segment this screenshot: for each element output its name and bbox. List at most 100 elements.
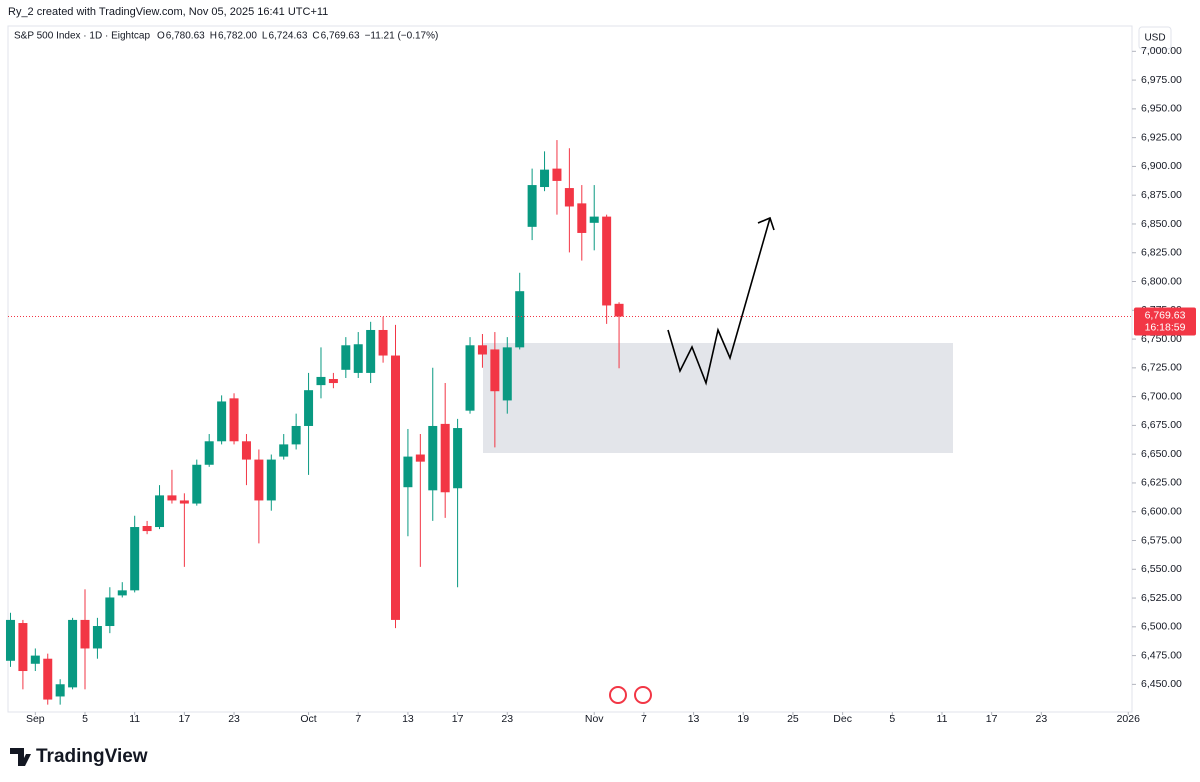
candle-body <box>179 500 189 504</box>
ohlc-legend: O 6,780.63 H 6,782.00 L 6,724.63 C 6,769.63 −11.… <box>157 31 438 42</box>
x-tick-label: 17 <box>986 713 998 725</box>
ohlc-value: 6,769.63 <box>321 31 360 42</box>
candle-body <box>80 619 90 649</box>
y-tick-label: 6,500.00 <box>1141 621 1182 633</box>
arrow-head <box>757 216 775 231</box>
candle-body <box>254 459 264 501</box>
candle-body <box>378 329 388 356</box>
last-price-label: 6,769.63 <box>1145 309 1186 321</box>
candle-body <box>316 376 326 386</box>
countdown: 16:18:59 <box>1145 321 1186 333</box>
symbol: S&P 500 Index · 1D · Eightcap <box>14 31 150 42</box>
candle-body <box>5 619 15 661</box>
x-tick-label: Dec <box>833 713 852 725</box>
ohlc-letter: L <box>262 31 268 42</box>
candle-body <box>428 425 438 491</box>
logo-icon <box>10 748 31 766</box>
y-tick-label: 6,750.00 <box>1141 333 1182 345</box>
y-tick-label: 6,875.00 <box>1141 189 1182 201</box>
candle-body <box>279 444 289 457</box>
y-tick-label: 6,725.00 <box>1141 362 1182 374</box>
y-tick-label: 6,700.00 <box>1141 390 1182 402</box>
y-tick-label: 6,575.00 <box>1141 534 1182 546</box>
candle-body <box>341 345 351 370</box>
candle-body <box>241 441 251 460</box>
event-icon[interactable] <box>609 686 627 704</box>
candle-body <box>18 623 28 672</box>
candle-body <box>477 345 487 355</box>
credit: Ry_2 created with TradingView.com, Nov 0… <box>8 6 328 18</box>
candle-body <box>527 185 537 227</box>
candle-body <box>304 390 314 426</box>
x-tick-label: 25 <box>787 713 799 725</box>
last-price-box <box>1134 307 1196 336</box>
x-tick-label: Oct <box>300 713 316 725</box>
candle-body <box>142 525 152 532</box>
candle-body <box>602 216 612 306</box>
candle-body <box>453 428 463 489</box>
currency-box[interactable] <box>1138 26 1172 50</box>
candle-body <box>68 619 78 688</box>
candle-body <box>540 169 550 188</box>
candle-body <box>490 349 500 392</box>
y-tick-label: 6,825.00 <box>1141 247 1182 259</box>
candle-body <box>92 626 102 649</box>
y-tick-label: 6,950.00 <box>1141 103 1182 115</box>
candle-body <box>415 454 425 462</box>
x-tick-label: 17 <box>452 713 464 725</box>
candle-body <box>192 464 202 504</box>
x-tick-label: 11 <box>937 713 948 725</box>
brand: TradingView <box>36 746 148 767</box>
x-tick-label: 23 <box>1035 713 1047 725</box>
candle-body <box>515 291 525 348</box>
candle-body <box>266 459 276 501</box>
candles <box>5 140 624 705</box>
currency: USD <box>1144 33 1165 44</box>
y-tick-label: 6,625.00 <box>1141 477 1182 489</box>
candle-body <box>130 527 140 591</box>
event-icon[interactable] <box>634 686 652 704</box>
y-tick-label: 6,925.00 <box>1141 131 1182 143</box>
candle-body <box>55 684 65 697</box>
candle-body <box>353 344 363 373</box>
x-tick-label: 17 <box>179 713 191 725</box>
ohlc-value: 6,780.63 <box>166 31 205 42</box>
y-tick-label: 6,525.00 <box>1141 592 1182 604</box>
candle-body <box>291 425 301 445</box>
candle-body <box>589 216 599 223</box>
candle-body <box>217 401 227 442</box>
y-tick-label: 6,850.00 <box>1141 218 1182 230</box>
x-tick-label: 23 <box>228 713 240 725</box>
ohlc-letter: O <box>157 31 165 42</box>
candle-body <box>43 658 53 700</box>
x-tick-label: 5 <box>82 713 88 725</box>
change: −11.21 (−0.17%) <box>365 31 439 42</box>
x-tick-label: 13 <box>402 713 414 725</box>
candle-body <box>30 655 40 664</box>
zone <box>483 343 953 453</box>
candle-body <box>229 398 239 442</box>
y-tick-label: 6,650.00 <box>1141 448 1182 460</box>
y-tick-label: 7,000.00 <box>1141 45 1182 57</box>
candle-body <box>391 355 401 620</box>
x-tick-label: 11 <box>129 713 140 725</box>
y-tick-label: 6,975.00 <box>1141 74 1182 86</box>
y-tick-label: 6,450.00 <box>1141 678 1182 690</box>
y-tick-label: 6,600.00 <box>1141 506 1182 518</box>
y-tick-label: 6,550.00 <box>1141 563 1182 575</box>
x-tick-label: 19 <box>737 713 749 725</box>
x-tick-label: 13 <box>688 713 700 725</box>
candle-body <box>465 345 475 411</box>
events <box>609 686 652 704</box>
candle-body <box>155 495 165 528</box>
logo: TradingView <box>10 746 148 767</box>
y-tick-label: 6,675.00 <box>1141 419 1182 431</box>
x-tick-label: Nov <box>585 713 604 725</box>
x-tick-label: Sep <box>26 713 45 725</box>
candle-body <box>440 423 450 493</box>
ohlc-value: 6,782.00 <box>218 31 257 42</box>
path-drawing <box>667 217 771 386</box>
x-tick-label: 2026 <box>1117 713 1141 725</box>
candle-body <box>167 495 177 501</box>
y-tick-label: 6,475.00 <box>1141 649 1182 661</box>
